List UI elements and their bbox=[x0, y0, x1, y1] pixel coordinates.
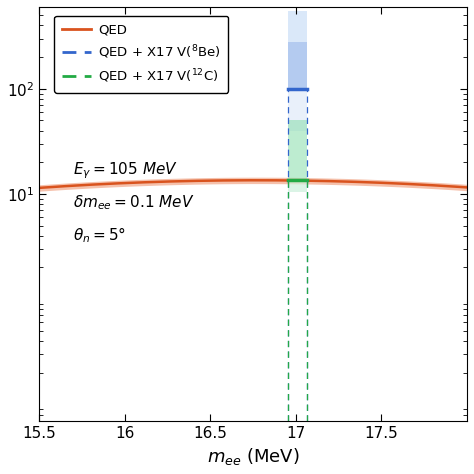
Text: $\delta m_{ee} = 0.1$ MeV: $\delta m_{ee} = 0.1$ MeV bbox=[73, 193, 195, 212]
Legend: QED, QED + X17 V($^{8}$Be), QED + X17 V($^{12}$C): QED, QED + X17 V($^{8}$Be), QED + X17 V(… bbox=[54, 16, 228, 93]
Text: $E_{\gamma} = 105$ MeV: $E_{\gamma} = 105$ MeV bbox=[73, 161, 178, 181]
Text: $\theta_n = 5°$: $\theta_n = 5°$ bbox=[73, 226, 127, 246]
X-axis label: $m_{ee}$ (MeV): $m_{ee}$ (MeV) bbox=[207, 446, 300, 467]
